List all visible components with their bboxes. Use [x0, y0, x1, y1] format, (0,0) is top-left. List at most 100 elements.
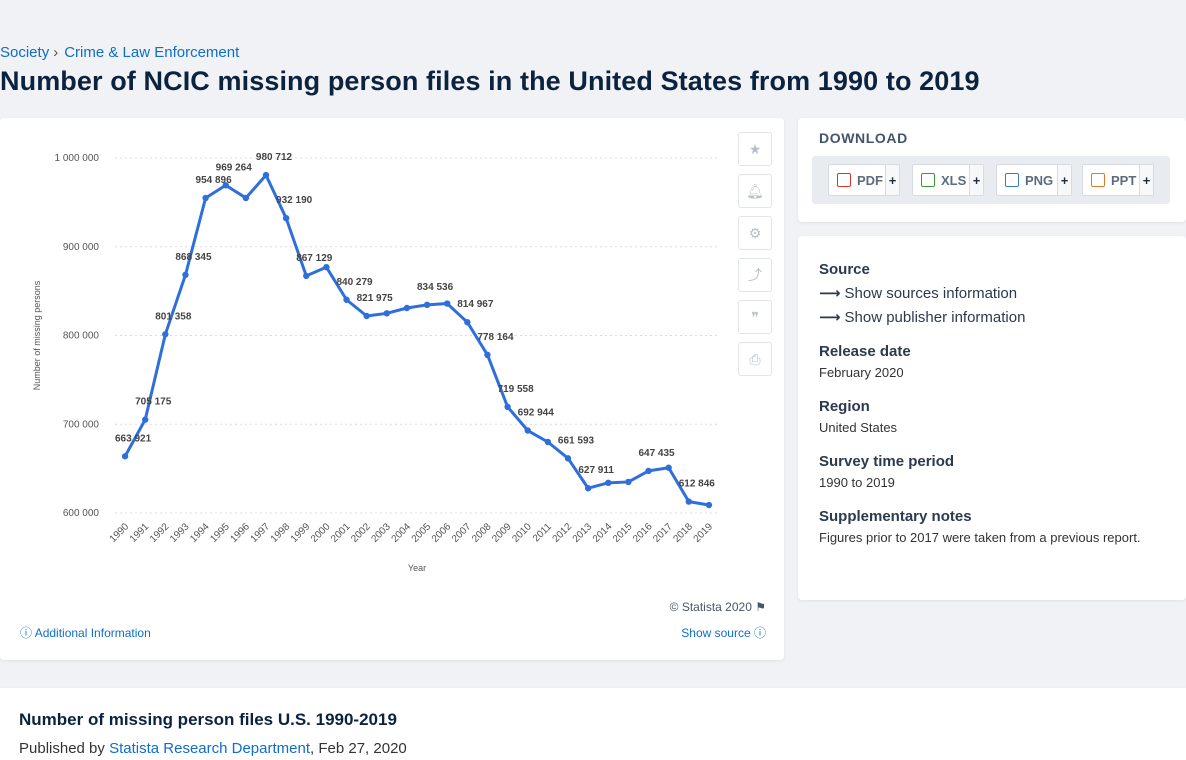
x-tick-label: 1991 — [128, 521, 152, 545]
download-card: DOWNLOAD PDF + XLS + PNG + PPT + — [798, 118, 1186, 222]
data-point — [363, 312, 370, 320]
x-tick-label: 2015 — [611, 521, 635, 545]
x-tick-label: 1996 — [228, 521, 252, 545]
download-pdf-button[interactable]: PDF + — [828, 164, 900, 196]
x-tick-label: 2000 — [309, 521, 333, 545]
data-point — [504, 403, 511, 411]
survey-heading: Survey time period — [819, 453, 955, 470]
data-point — [121, 453, 129, 460]
published-line: Published by Statista Research Departmen… — [19, 740, 407, 757]
page-title: Number of NCIC missing person files in t… — [0, 66, 980, 96]
notes-value: Figures prior to 2017 were taken from a … — [819, 530, 1141, 545]
show-source-link[interactable]: Show source ⓘ — [681, 626, 766, 640]
info-icon: ⓘ — [753, 626, 766, 640]
info-icon: ⓘ — [20, 626, 33, 640]
data-label: 834 536 — [417, 282, 454, 293]
download-png-button[interactable]: PNG + — [996, 164, 1072, 196]
release-value: February 2020 — [819, 365, 904, 380]
data-point — [303, 272, 310, 280]
data-point — [524, 427, 531, 434]
print-icon[interactable]: ⎙ — [738, 342, 772, 376]
y-axis-title: Number of missing persons — [32, 280, 42, 390]
x-tick-label: 2004 — [390, 521, 414, 545]
publisher-link[interactable]: Statista Research Department — [109, 740, 311, 757]
breadcrumb-society[interactable]: Society — [0, 44, 50, 61]
breadcrumb: Society › Crime & Law Enforcement — [0, 44, 239, 61]
series-line — [123, 173, 710, 507]
data-label: 627 911 — [578, 465, 614, 476]
share-icon[interactable]: ⤴ — [738, 258, 772, 292]
x-tick-label: 2013 — [571, 521, 595, 545]
copyright: © Statista 2020 ⚑ — [669, 600, 766, 614]
x-tick-label: 2019 — [692, 521, 716, 545]
data-label: 719 558 — [498, 384, 535, 395]
data-label: 778 164 — [477, 332, 514, 343]
download-xls-button[interactable]: XLS + — [912, 164, 984, 196]
data-point — [605, 479, 612, 487]
release-heading: Release date — [819, 343, 911, 360]
plus-icon[interactable]: + — [969, 165, 983, 195]
bottom-card: Number of missing person files U.S. 1990… — [0, 688, 1186, 760]
y-tick-label: 900 000 — [63, 242, 100, 253]
x-tick-label: 2009 — [490, 521, 514, 545]
plus-icon[interactable]: + — [1057, 165, 1071, 195]
x-tick-label: 2018 — [671, 521, 695, 545]
show-sources-link[interactable]: ⟶ Show sources information — [819, 285, 1018, 302]
data-point — [262, 171, 270, 179]
data-point — [142, 416, 149, 423]
data-point — [383, 310, 390, 317]
data-point — [645, 467, 652, 475]
download-title: DOWNLOAD — [819, 130, 908, 146]
chevron-right-icon: › — [53, 44, 59, 61]
data-point — [705, 501, 713, 509]
data-label: 969 264 — [216, 162, 253, 173]
data-label: 661 593 — [558, 435, 595, 446]
data-label: 840 279 — [336, 277, 373, 288]
x-tick-label: 2017 — [651, 521, 675, 545]
notes-heading: Supplementary notes — [819, 508, 972, 525]
y-tick-label: 700 000 — [63, 419, 100, 430]
quote-icon[interactable]: ❞ — [738, 300, 772, 334]
data-label: 954 896 — [196, 175, 233, 186]
plus-icon[interactable]: + — [885, 165, 899, 195]
x-tick-label: 1995 — [208, 521, 232, 545]
data-label: 814 967 — [457, 299, 494, 310]
x-tick-label: 2014 — [591, 521, 615, 545]
x-tick-label: 2005 — [410, 521, 434, 545]
download-ppt-button[interactable]: PPT + — [1082, 164, 1154, 196]
ppt-icon — [1091, 173, 1105, 187]
additional-info-link[interactable]: ⓘ Additional Information — [20, 626, 151, 640]
x-tick-label: 1992 — [148, 521, 172, 545]
png-icon — [1005, 173, 1019, 187]
data-point — [182, 271, 189, 279]
data-point — [584, 485, 592, 492]
data-label: 663 921 — [115, 433, 152, 444]
x-tick-label: 1990 — [108, 521, 132, 545]
ppt-label: PPT — [1111, 172, 1137, 188]
data-point — [403, 304, 411, 312]
bell-icon[interactable]: 🔔︎ — [738, 174, 772, 208]
region-heading: Region — [819, 398, 870, 415]
data-point — [665, 464, 672, 471]
data-label: 821 975 — [357, 293, 394, 304]
y-tick-label: 800 000 — [63, 331, 100, 342]
x-tick-label: 2006 — [430, 521, 454, 545]
data-point — [444, 300, 451, 307]
x-tick-label: 1993 — [168, 521, 192, 545]
info-card: Source ⟶ Show sources information ⟶ Show p… — [798, 236, 1186, 600]
star-icon[interactable]: ★ — [738, 132, 772, 166]
x-tick-label: 2008 — [470, 521, 494, 545]
gear-icon[interactable]: ⚙ — [738, 216, 772, 250]
survey-value: 1990 to 2019 — [819, 475, 895, 490]
data-point — [685, 498, 692, 505]
data-label: 932 190 — [276, 195, 313, 206]
breadcrumb-crime[interactable]: Crime & Law Enforcement — [64, 44, 240, 61]
x-tick-label: 1994 — [188, 521, 212, 545]
plus-icon[interactable]: + — [1139, 165, 1153, 195]
data-point — [484, 351, 491, 359]
data-point — [202, 194, 209, 202]
flag-icon[interactable]: ⚑ — [755, 600, 766, 614]
x-tick-label: 2002 — [349, 521, 373, 545]
show-publisher-link[interactable]: ⟶ Show publisher information — [819, 309, 1026, 326]
arrow-right-icon: ⟶ — [819, 285, 841, 302]
